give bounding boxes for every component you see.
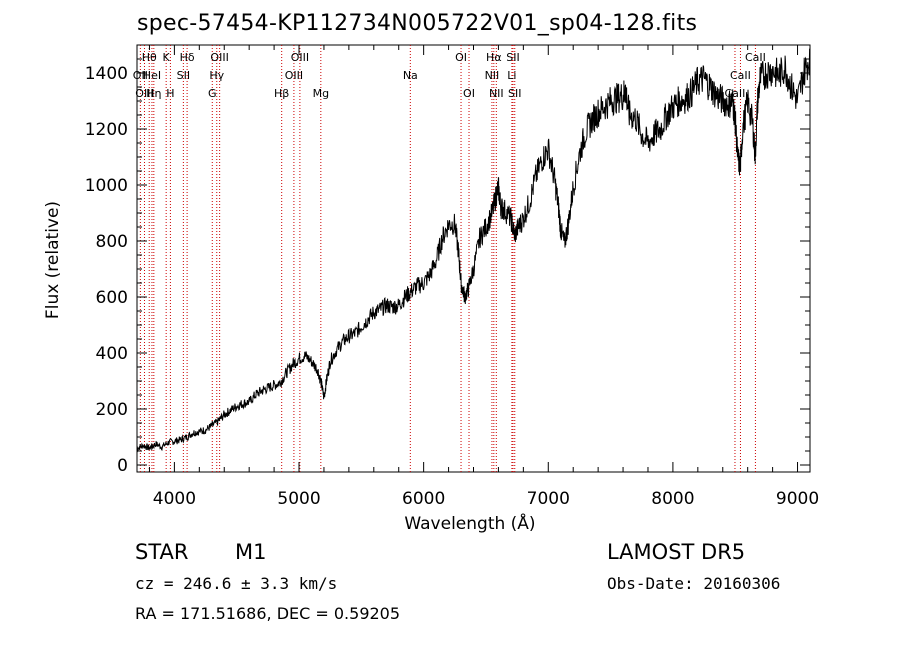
redshift-cz: cz = 246.6 ± 3.3 km/s bbox=[135, 574, 338, 593]
line-label: Li bbox=[507, 69, 516, 82]
x-tick-label: 4000 bbox=[153, 489, 196, 509]
x-tick-label: 5000 bbox=[277, 489, 320, 509]
x-axis-label: Wavelength (Å) bbox=[404, 512, 535, 534]
line-label: CaII bbox=[730, 69, 751, 82]
line-label: Hη bbox=[146, 87, 161, 100]
y-tick-label: 1400 bbox=[85, 64, 128, 84]
object-subclass: M1 bbox=[235, 540, 267, 564]
y-tick-label: 800 bbox=[96, 232, 128, 252]
line-label: H bbox=[166, 87, 174, 100]
line-label: K bbox=[163, 51, 171, 64]
y-tick-label: 400 bbox=[96, 344, 128, 364]
y-tick-label: 0 bbox=[117, 456, 128, 476]
x-tick-label: 9000 bbox=[776, 489, 819, 509]
line-label: Hβ bbox=[274, 87, 289, 100]
survey-name: LAMOST DR5 bbox=[607, 540, 746, 564]
line-label: G bbox=[208, 87, 217, 100]
y-tick-label: 200 bbox=[96, 400, 128, 420]
line-label: SII bbox=[177, 69, 190, 82]
x-tick-label: 8000 bbox=[651, 489, 694, 509]
line-label: HeI bbox=[143, 69, 161, 82]
line-label: Mg bbox=[313, 87, 329, 100]
y-tick-label: 1000 bbox=[85, 176, 128, 196]
y-axis-label: Flux (relative) bbox=[43, 201, 63, 319]
line-label: SII bbox=[508, 87, 521, 100]
ra-dec: RA = 171.51686, DEC = 0.59205 bbox=[135, 604, 401, 623]
x-tick-label: 7000 bbox=[527, 489, 570, 509]
line-label: NII bbox=[489, 87, 504, 100]
chart-title: spec-57454-KP112734N005722V01_sp04-128.f… bbox=[137, 11, 698, 36]
line-label: Hγ bbox=[209, 69, 224, 82]
x-tick-label: 6000 bbox=[402, 489, 445, 509]
line-label: NII bbox=[485, 69, 500, 82]
line-label: Hθ bbox=[142, 51, 157, 64]
object-class: STAR bbox=[135, 540, 189, 564]
line-label: OI bbox=[463, 87, 475, 100]
plot-frame bbox=[136, 44, 811, 473]
spectrum-line bbox=[136, 48, 811, 453]
line-label: Hα bbox=[486, 51, 502, 64]
line-label: CaII bbox=[725, 87, 746, 100]
line-label: OII bbox=[133, 69, 148, 82]
line-label: CaII bbox=[745, 51, 766, 64]
line-label: OIII bbox=[210, 51, 228, 64]
line-label: OIII bbox=[291, 51, 309, 64]
obs-date: Obs-Date: 20160306 bbox=[607, 574, 781, 593]
y-tick-label: 1200 bbox=[85, 120, 128, 140]
y-tick-label: 600 bbox=[96, 288, 128, 308]
line-label: OI bbox=[455, 51, 467, 64]
line-label: OIII bbox=[135, 87, 153, 100]
line-label: SII bbox=[506, 51, 519, 64]
line-label: OIII bbox=[285, 69, 303, 82]
line-label: Hδ bbox=[180, 51, 195, 64]
line-label: Na bbox=[403, 69, 418, 82]
